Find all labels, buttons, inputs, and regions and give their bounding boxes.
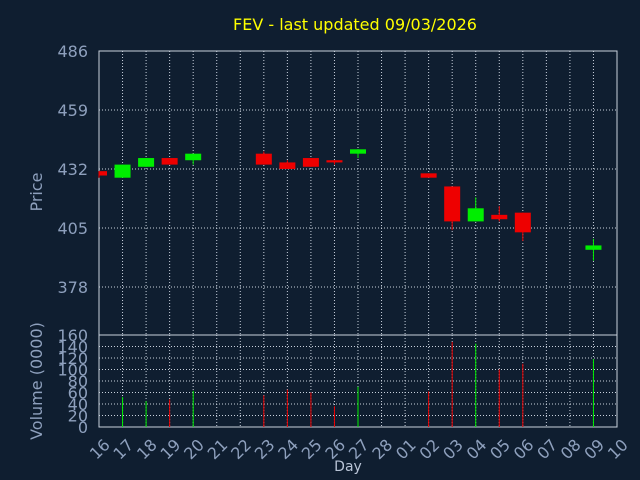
price-axis-label: Price — [27, 172, 46, 211]
candle-body — [302, 158, 319, 167]
volume-tick-label: 160 — [57, 326, 88, 345]
chart-title: FEV - last updated 09/03/2026 — [233, 15, 477, 34]
candle-body — [467, 208, 484, 222]
candle-body — [161, 158, 178, 165]
candle-body — [99, 171, 107, 176]
candle-body — [255, 153, 272, 165]
candle-body — [514, 212, 531, 233]
volume-tick-label: 80 — [68, 372, 88, 391]
candle-body — [185, 153, 202, 161]
volume-tick-label: 120 — [57, 349, 88, 368]
candle-body — [279, 162, 296, 169]
x-tick-label: 10 — [604, 435, 632, 463]
volume-tick-label: 20 — [68, 407, 88, 426]
candle-body — [585, 245, 602, 250]
price-panel: 486 459 432 405 378 — [57, 42, 618, 336]
volume-bars — [122, 341, 594, 427]
price-y-ticks: 486 459 432 405 378 — [57, 42, 88, 297]
candle-body — [326, 160, 343, 163]
volume-tick-label: 40 — [68, 395, 88, 414]
price-grid — [99, 51, 617, 335]
volume-tick-label: 140 — [57, 338, 88, 357]
x-axis-label: Day — [334, 459, 362, 475]
candles — [98, 149, 602, 261]
volume-axis-label: Volume (0000) — [27, 322, 46, 440]
price-tick-label: 405 — [57, 219, 88, 238]
candle-body — [138, 158, 155, 167]
volume-tick-label: 100 — [57, 361, 88, 380]
candle-body — [444, 186, 461, 222]
price-tick-label: 378 — [57, 278, 88, 297]
price-tick-label: 432 — [57, 160, 88, 179]
candle-body — [350, 149, 366, 154]
candle-body — [114, 164, 131, 178]
volume-tick-label: 60 — [68, 384, 88, 403]
candle-body — [491, 214, 508, 220]
volume-tick-label: 0 — [78, 418, 88, 437]
price-tick-label: 486 — [57, 42, 88, 61]
candle-body — [420, 173, 437, 178]
price-tick-label: 459 — [57, 101, 88, 120]
